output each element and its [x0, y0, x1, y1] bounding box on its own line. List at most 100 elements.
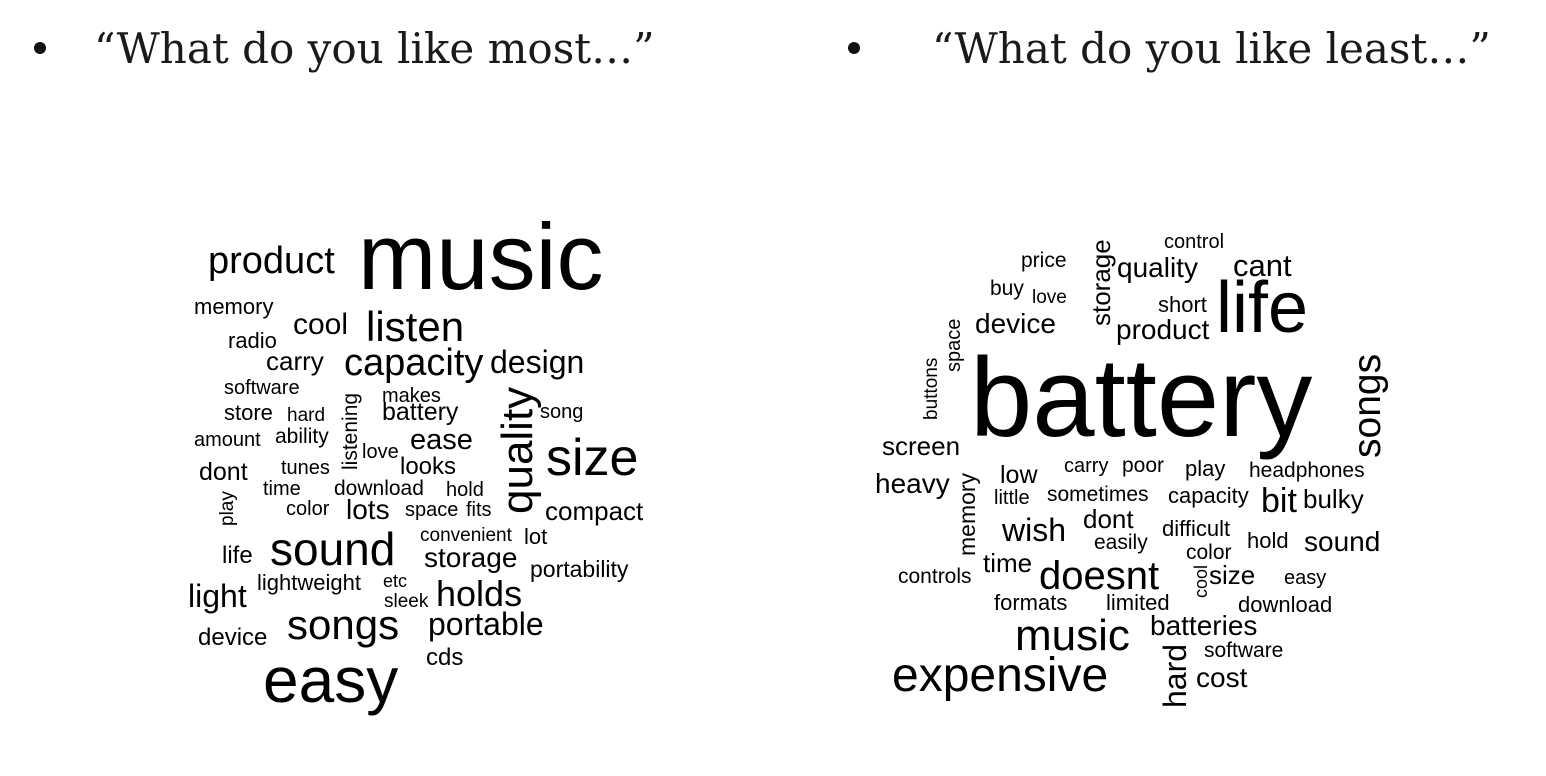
cloud-word: short [1158, 292, 1207, 317]
cloud-word: formats [994, 590, 1068, 615]
cloud-word: poor [1122, 454, 1165, 477]
cloud-word: lots [346, 494, 390, 525]
cloud-word: music [358, 204, 604, 309]
cloud-word: etc [383, 571, 408, 591]
cloud-word: sometimes [1047, 483, 1149, 506]
cloud-word: fits [466, 499, 492, 521]
bullet-item-most: “What do you like most…” [34, 18, 655, 78]
cloud-word: tunes [281, 457, 330, 479]
cloud-word: software [1204, 639, 1284, 662]
cloud-word: amount [194, 429, 261, 451]
cloud-word: software [224, 377, 300, 399]
bullet-text-most: “What do you like most…” [94, 23, 655, 73]
cloud-word: buttons [921, 357, 942, 420]
cloud-word: lightweight [257, 570, 361, 595]
cloud-word: song [540, 401, 584, 423]
cloud-word: color [286, 498, 330, 520]
cloud-word: hard [287, 405, 326, 426]
bullet-text-least: “What do you like least…” [932, 23, 1491, 73]
cloud-word: cds [426, 644, 464, 671]
cloud-word: carry [266, 346, 324, 376]
cloud-word: difficult [1162, 516, 1231, 541]
cloud-word: easy [263, 644, 399, 716]
cloud-word: sound [1304, 526, 1381, 557]
cloud-word: life [1216, 268, 1309, 348]
cloud-word: headphones [1249, 459, 1365, 482]
cloud-word: quality [1117, 252, 1198, 283]
cloud-word: songs [1346, 353, 1389, 458]
cloud-word: sleek [384, 591, 429, 612]
cloud-word: easy [1284, 567, 1327, 589]
cloud-word: size [546, 429, 639, 487]
cloud-word: cant [1233, 248, 1292, 283]
cloud-word: bit [1261, 482, 1297, 520]
cloud-word: bulky [1303, 484, 1364, 514]
cloud-word: design [490, 344, 585, 380]
cloud-word: time [983, 548, 1033, 578]
cloud-word: memory [954, 472, 980, 556]
cloud-word: screen [882, 431, 961, 461]
cloud-word: carry [1064, 455, 1109, 477]
cloud-word: space [943, 318, 965, 372]
cloud-word: radio [228, 328, 277, 353]
cloud-word: controls [898, 565, 972, 588]
cloud-word: compact [545, 496, 644, 526]
cloud-word: lot [524, 524, 548, 549]
bullet-item-least: “What do you like least…” [848, 18, 1491, 78]
cloud-word: batteries [1150, 610, 1258, 641]
cloud-word: cool [1191, 564, 1211, 598]
cloud-word: time [263, 478, 301, 500]
cloud-word: love [362, 441, 399, 463]
cloud-word: battery [382, 398, 459, 426]
cloud-word: download [1238, 592, 1333, 617]
cloud-word: product [1116, 314, 1210, 345]
cloud-word: buy [990, 277, 1024, 300]
cloud-word: portable [428, 606, 544, 642]
cloud-word: ease [410, 424, 473, 456]
cloud-word: capacity [344, 342, 484, 384]
cloud-word: battery [970, 335, 1313, 460]
cloud-word: space [405, 499, 459, 521]
cloud-word: device [198, 624, 268, 651]
cloud-word: hard [1157, 643, 1193, 708]
cloud-word: listen [366, 303, 465, 350]
cloud-word: memory [194, 294, 274, 319]
cloud-word: device [975, 308, 1056, 339]
cloud-word: store [224, 400, 273, 425]
cloud-word: life [222, 542, 253, 569]
cloud-word: size [1209, 560, 1256, 590]
cloud-word: color [1186, 541, 1232, 564]
cloud-word: product [208, 240, 335, 282]
cloud-word: cool [293, 308, 349, 341]
cloud-word: love [1032, 287, 1067, 308]
cloud-word: cost [1196, 662, 1248, 693]
cloud-word: storage [1086, 239, 1116, 326]
cloud-word: play [1185, 456, 1226, 481]
cloud-word: ability [275, 425, 329, 448]
cloud-word: light [188, 578, 247, 614]
cloud-word: expensive [892, 649, 1109, 702]
cloud-word: easily [1094, 531, 1148, 554]
bullet-dot-icon [34, 42, 46, 54]
cloud-word: hold [1247, 528, 1289, 553]
cloud-word: capacity [1168, 483, 1249, 508]
cloud-word: convenient [420, 525, 512, 546]
cloud-word: doesnt [1039, 554, 1160, 598]
cloud-word: dont [199, 458, 248, 486]
cloud-word: storage [424, 542, 518, 573]
cloud-word: low [1000, 461, 1038, 489]
cloud-word: sound [270, 523, 396, 575]
cloud-word: dont [1083, 504, 1134, 534]
cloud-word: heavy [875, 468, 950, 499]
cloud-word: hold [446, 479, 484, 501]
cloud-word: music [1015, 611, 1130, 660]
cloud-word: holds [436, 573, 523, 614]
cloud-word: wish [1002, 512, 1067, 548]
cloud-word: makes [382, 385, 441, 407]
bullet-dot-icon [848, 42, 860, 54]
cloud-word: songs [287, 601, 400, 648]
cloud-word: looks [400, 453, 457, 480]
